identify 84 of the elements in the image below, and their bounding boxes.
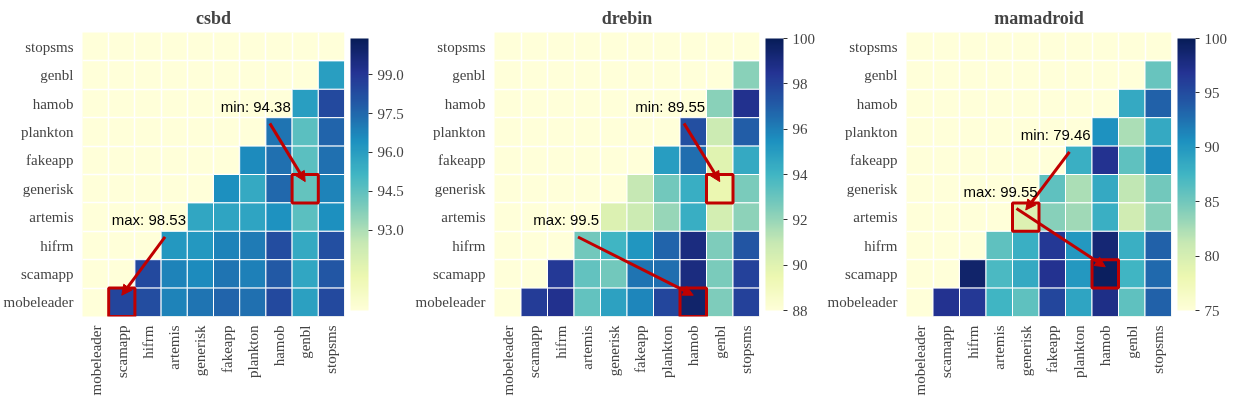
color-bar-label: 90 [1204,139,1220,156]
chart-title: mamadroid [994,7,1084,28]
y-tick-label: hamob [444,95,486,112]
x-tick-label: hifrm [552,325,569,359]
y-tick-label: plankton [433,123,486,140]
y-tick-label: plankton [21,123,74,140]
color-bar-label: 90 [792,257,808,274]
y-tick-label: fakeapp [26,152,74,169]
y-tick-label: generisk [434,180,486,197]
annotation: max: 99.55 [963,183,1038,201]
color-bar-label: 96.0 [377,144,404,161]
color-bar-label: 88 [792,302,808,319]
y-tick-label: hifrm [40,237,74,254]
x-tick-label: genbl [1123,325,1140,359]
color-bar-label: 97.5 [377,105,404,122]
x-tick-label: artemis [166,325,183,370]
chart-title: drebin [601,7,653,28]
annotation: min: 94.38 [220,97,291,115]
x-tick-label: fakeapp [632,325,649,373]
x-tick-label: plankton [1070,325,1087,378]
y-tick-label: fakeapp [438,152,486,169]
y-tick-label: mobeleader [3,294,74,311]
y-tick-label: stopsms [25,38,74,55]
y-tick-label: mobeleader [415,294,486,311]
color-bar-label: 93.0 [377,222,404,239]
y-tick-label: genbl [40,67,74,84]
y-tick-label: hamob [856,95,898,112]
x-tick-label: plankton [658,325,675,378]
color-bar-label: 96 [792,121,808,138]
y-tick-label: artemis [853,209,898,226]
y-tick-label: scamapp [21,265,74,282]
annotation: min: 89.55 [635,97,706,115]
x-tick-label: stopsms [738,325,755,374]
x-tick-label: scamapp [113,325,130,378]
y-tick-label: stopsms [437,38,486,55]
x-tick-label: generisk [192,325,209,377]
x-tick-label: fakeapp [218,325,235,373]
color-bar-label: 100 [1204,30,1227,47]
x-tick-label: hifrm [140,325,156,359]
annotation: max: 98.53 [111,211,186,229]
chart-title: csbd [195,7,232,28]
x-tick-label: hamob [271,325,287,367]
annotation: max: 99.5 [533,211,600,229]
color-bar-label: 94.5 [377,183,404,200]
y-tick-label: generisk [846,180,898,197]
y-tick-label: genbl [452,67,486,84]
x-tick-label: artemis [579,325,596,370]
y-tick-label: scamapp [433,265,486,282]
y-tick-label: hamob [32,95,74,112]
x-tick-label: hamob [685,325,702,367]
color-bar-label: 80 [1204,248,1220,265]
x-tick-label: plankton [244,325,261,378]
y-tick-label: genbl [864,67,898,84]
color-bar-label: 94 [792,166,808,183]
color-bar-label: 75 [1204,302,1220,319]
x-tick-label: generisk [1017,325,1034,377]
color-bar-label: 85 [1204,193,1220,210]
x-tick-label: fakeapp [1044,325,1061,373]
y-tick-label: hifrm [864,237,898,254]
x-tick-label: artemis [991,325,1008,370]
x-tick-label: genbl [297,325,314,359]
annotation: min: 79.46 [1020,126,1091,144]
color-bar-label: 92 [792,211,808,228]
x-tick-label: genbl [711,325,728,359]
x-tick-label: hifrm [964,325,981,359]
x-tick-label: generisk [605,325,622,377]
y-tick-label: scamapp [845,265,898,282]
y-tick-label: artemis [441,209,486,226]
x-tick-label: scamapp [526,325,543,378]
y-tick-label: fakeapp [850,152,898,169]
y-tick-label: generisk [22,180,74,197]
color-bar-label: 98 [792,75,808,92]
color-bar-label: 99.0 [377,66,404,83]
x-tick-label: stopsms [323,325,340,374]
x-tick-label: hamob [1097,325,1114,367]
y-tick-label: artemis [29,209,74,226]
x-tick-label: stopsms [1150,325,1167,374]
color-bar-label: 100 [792,30,815,47]
x-tick-label: scamapp [938,325,955,378]
y-tick-label: stopsms [849,38,898,55]
y-tick-label: hifrm [452,237,486,254]
color-bar-label: 95 [1204,84,1220,101]
y-tick-label: plankton [845,123,898,140]
y-tick-label: mobeleader [827,294,898,311]
